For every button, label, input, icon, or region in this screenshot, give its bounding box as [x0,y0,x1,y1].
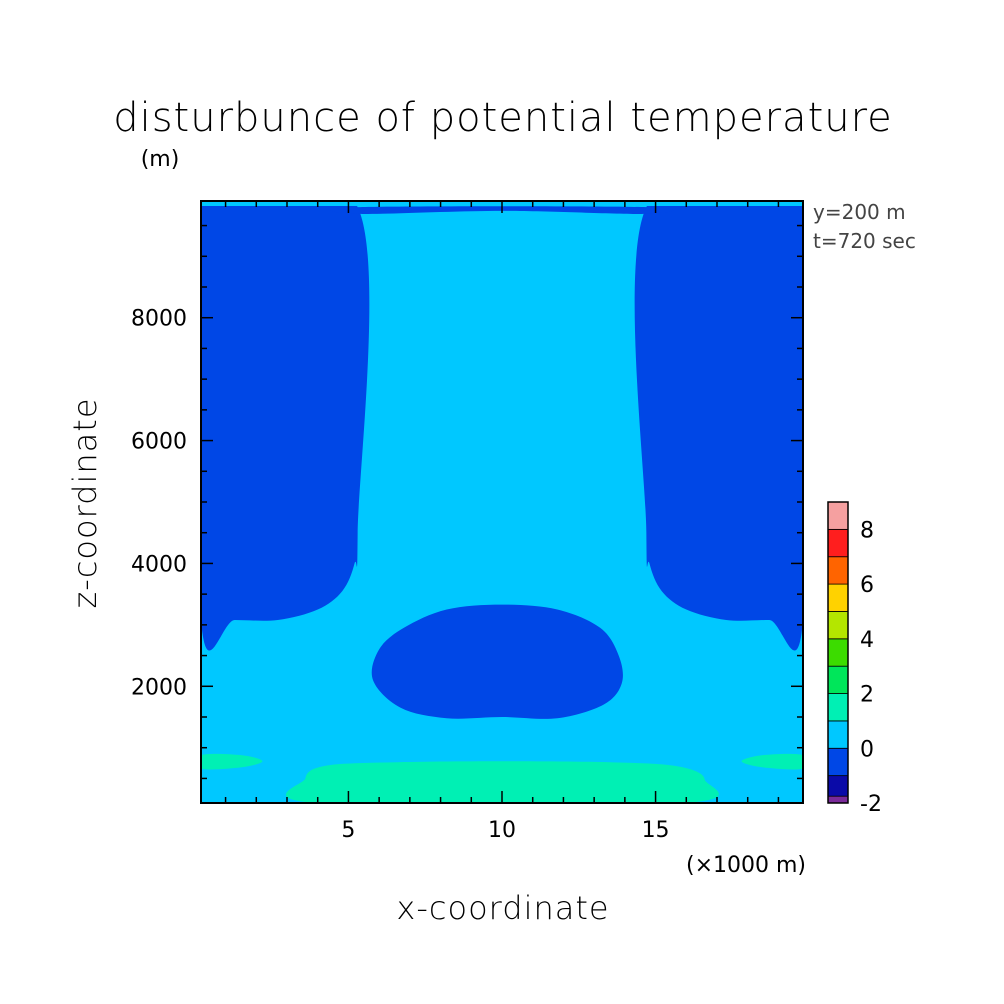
contour-regions [201,201,803,803]
colorbar: 8 6 4 2 0 -2 [827,501,882,817]
colorbar-cell [827,638,849,667]
axis-ticks [201,201,803,803]
colorbar-frame [827,501,849,804]
colorbar-cell [827,611,849,640]
y-axis-title: z-coordinate [66,397,104,608]
chart-title: disturbunce of potential temperature [113,95,893,141]
y-axis-unit: (m) [141,147,180,172]
y-tick-label: 2000 [131,675,187,700]
contour-region-left-positive-sliver [201,753,263,770]
x-tick-labels: 5 10 15 [341,818,669,843]
colorbar-cell [827,720,849,749]
annotation-y: y=200 m [813,200,906,224]
colorbar-label: 6 [860,573,874,598]
colorbar-label: 4 [860,628,874,653]
contour-region-upper-right-negative [634,201,803,651]
y-tick-label: 8000 [131,307,187,332]
colorbar-cell [827,583,849,612]
colorbar-cell [827,556,849,585]
colorbar-label: 8 [860,518,874,543]
y-tick-labels: 2000 4000 6000 8000 [131,307,187,701]
colorbar-cell [827,665,849,694]
colorbar-label: -2 [860,792,882,817]
contour-region-mid-negative-blob [371,604,623,719]
y-tick-label: 6000 [131,430,187,455]
contour-region-upper-left-negative [201,201,370,651]
colorbar-label: 0 [860,737,874,762]
colorbar-cell [827,747,849,777]
annotation-t: t=720 sec [813,229,916,253]
contour-region-right-positive-sliver [741,753,803,770]
colorbar-label: 2 [860,683,874,708]
x-axis-unit: (×1000 m) [686,853,806,878]
x-tick-label: 15 [642,818,670,843]
colorbar-cell [827,795,849,804]
y-tick-label: 4000 [131,552,187,577]
plot-area [200,200,804,804]
colorbar-cells [827,501,849,804]
x-tick-label: 10 [488,818,516,843]
colorbar-cell [827,775,849,797]
contour-region-bottom-positive-band [286,761,719,803]
colorbar-cell [827,501,849,530]
x-axis-title: x-coordinate [396,889,609,927]
colorbar-cell [827,528,849,558]
x-tick-label: 5 [341,818,355,843]
colorbar-cell [827,693,849,722]
colorbar-labels: 8 6 4 2 0 -2 [860,518,882,817]
